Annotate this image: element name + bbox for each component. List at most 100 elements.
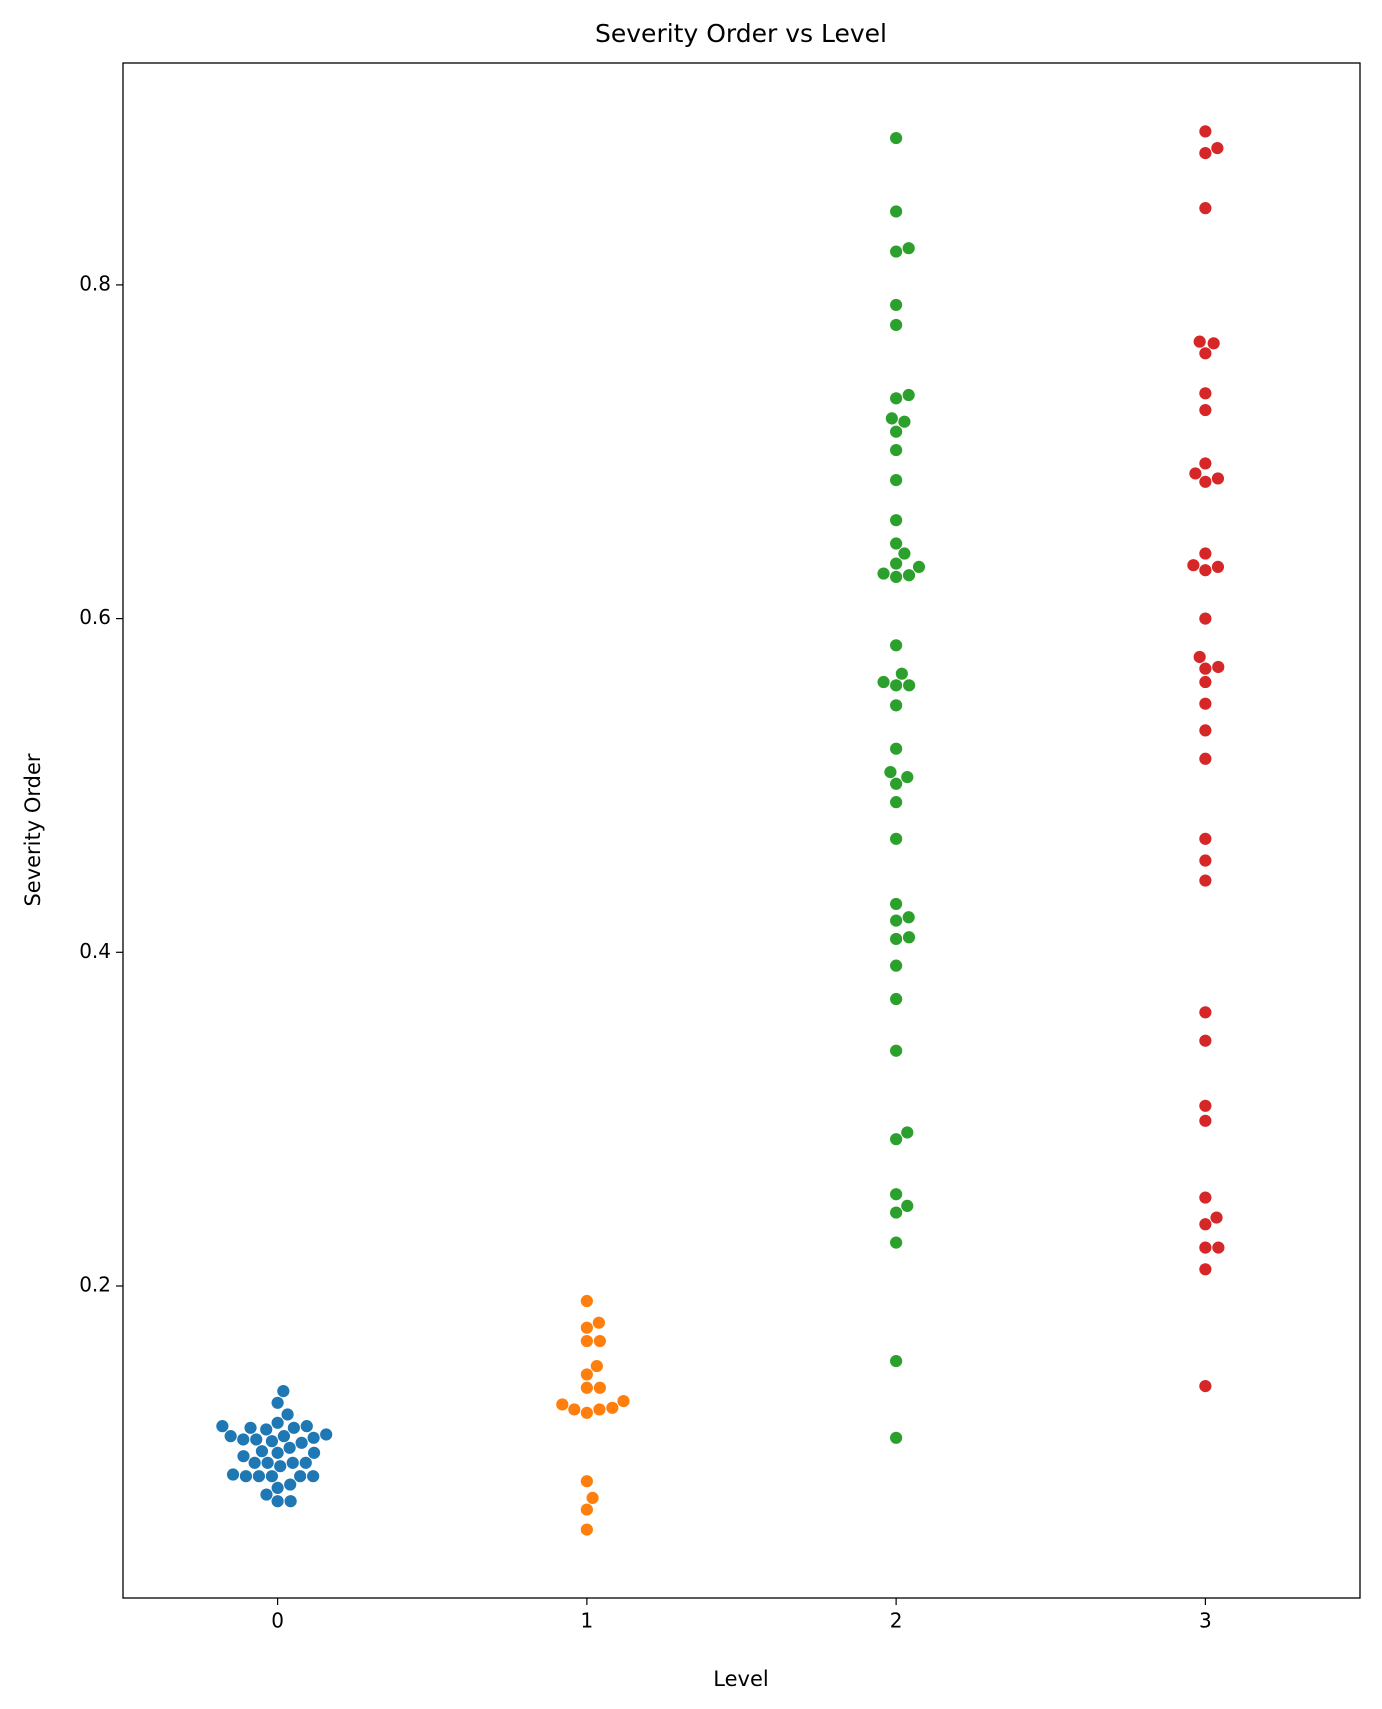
dot [585,1490,600,1505]
dot [1198,723,1213,738]
dot [1198,675,1213,689]
dot [1198,1033,1213,1048]
dot [579,1294,594,1308]
dot [1198,1262,1213,1277]
dot [889,424,904,439]
dot [239,1469,253,1484]
dot [889,473,904,488]
dot [889,958,904,973]
dot [1198,611,1213,626]
dot [285,1455,300,1470]
dot [1198,403,1213,417]
dot [1198,873,1213,888]
dot [226,1467,240,1482]
dot [270,1445,285,1460]
dot [259,1422,274,1437]
dot [1211,559,1225,574]
dot [270,1415,285,1430]
dot [1198,831,1213,846]
dot [876,675,891,689]
dot [579,1380,594,1395]
dot [889,204,904,219]
dot [1192,334,1207,349]
dot [889,698,904,713]
dot [889,536,904,551]
dot [579,1405,594,1420]
dot [616,1394,631,1409]
dot [215,1419,230,1434]
dot [1198,1113,1213,1128]
dot [1198,201,1213,216]
dot [247,1455,262,1470]
dot [889,1187,904,1202]
dot [889,1430,904,1445]
dot [579,1474,594,1489]
dot [306,1430,321,1445]
dot [889,932,904,946]
dot [280,1407,295,1422]
dot [283,1494,298,1509]
dot [579,1502,594,1517]
dot [889,1043,904,1058]
dot [889,513,904,528]
y-tick-label: 0.4 [79,939,111,963]
y-tick-label: 0.2 [79,1272,111,1296]
dot [579,1522,594,1537]
dot [889,318,904,332]
dot [900,1199,915,1213]
dot [889,776,904,791]
dot [889,1235,904,1250]
dot [276,1384,291,1399]
dot [889,638,904,653]
y-axis-label: Severity Order [21,753,45,906]
dot [579,1334,594,1348]
dot [283,1477,298,1492]
dot [270,1494,285,1509]
dot [884,411,899,426]
dot [889,992,904,1006]
dot [294,1435,309,1450]
y-tick-label: 0.8 [79,271,111,295]
dot [897,414,912,429]
dot [1198,456,1213,471]
dot [1211,660,1226,674]
dot [1211,471,1225,486]
dot [1211,1240,1226,1255]
dot [277,1429,291,1444]
dot [901,241,916,256]
dot [299,1419,314,1434]
dot [1198,1379,1213,1394]
dot [592,1380,607,1395]
dot [1198,661,1213,676]
dot [1206,336,1221,351]
dot [270,1395,285,1410]
dot [591,1315,606,1330]
x-tick-label: 2 [890,1609,903,1633]
dot [1198,696,1213,711]
dot [243,1420,258,1435]
dot [894,666,909,681]
dot [889,131,904,145]
dot [889,391,904,406]
dot [282,1440,297,1455]
dot [1198,124,1213,139]
dot [260,1455,275,1470]
dot [1198,146,1213,160]
dot [889,1205,904,1220]
plot-frame [122,62,1361,1599]
dot [1198,853,1213,868]
dot [319,1427,334,1442]
dot [900,770,915,785]
dot [912,559,926,574]
dot [1198,346,1213,361]
dot [889,556,904,571]
dot [236,1432,251,1447]
dot [307,1445,321,1460]
dot [1198,563,1213,578]
dot [889,298,904,312]
dot [1198,1098,1213,1113]
dot [286,1420,301,1435]
dot [249,1432,264,1447]
